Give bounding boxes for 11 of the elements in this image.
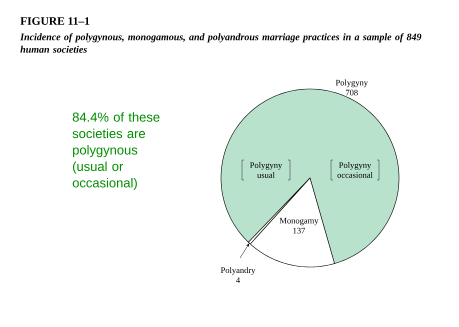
chart-subtitle: Incidence of polygynous, monogamous, and polyandrous marriage practices in a sample of 849 human societies	[20, 33, 422, 53]
data-label: 137	[293, 228, 306, 234]
data-label: 4	[236, 277, 240, 283]
slice-label: Polygyny	[336, 80, 368, 88]
text: Polygyny usual	[250, 162, 282, 178]
text: FIGURE 11–1	[20, 17, 90, 25]
slice-label: Polyandry	[220, 267, 256, 275]
data-label: 708	[346, 90, 358, 96]
text: 84.4% of these societies are polygynous (usual or occasional)	[72, 112, 160, 190]
text: Polygyny occasional	[337, 162, 373, 178]
slice-label: Monogamy	[280, 218, 318, 226]
